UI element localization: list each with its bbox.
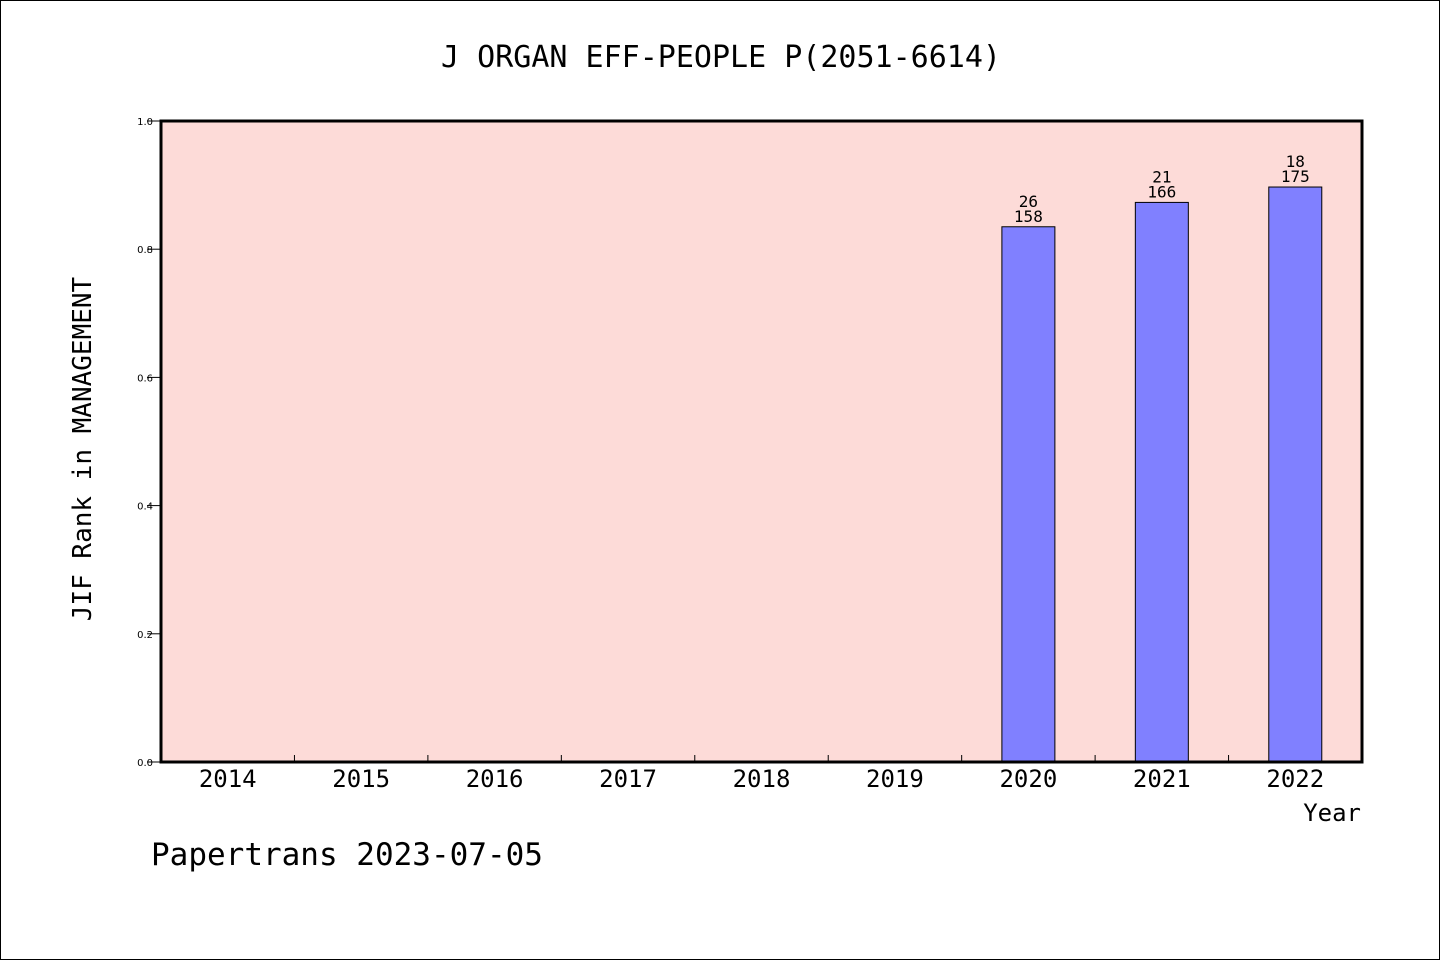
x-tick-label: 2020: [999, 765, 1057, 793]
bar-rank-label: 26: [1019, 192, 1038, 211]
y-tick-label: 0.0: [137, 758, 153, 769]
y-tick-label: 0.8: [137, 245, 153, 256]
x-axis: 2014 2015 2016 2017 2018 2019 2020 2021 2022: [199, 755, 1324, 793]
x-tick-label: 2019: [866, 765, 924, 793]
bar-rank-label: 21: [1152, 167, 1171, 186]
y-axis-label: JIF Rank in MANAGEMENT: [68, 276, 98, 621]
y-tick-label: 0.4: [137, 502, 153, 513]
bar-total-label: 175: [1281, 167, 1310, 186]
bar-rank-label: 18: [1286, 152, 1305, 171]
bar-total-label: 166: [1147, 182, 1176, 201]
bar-series: [1001, 186, 1323, 763]
chart-title: J ORGAN EFF-PEOPLE P(2051-6614): [441, 40, 1001, 75]
bar: [1268, 186, 1323, 763]
x-tick-label: 2017: [599, 765, 657, 793]
x-tick-label: 2015: [332, 765, 390, 793]
bar-total-label: 158: [1014, 207, 1043, 226]
bar: [1001, 226, 1056, 763]
x-tick-label: 2018: [733, 765, 791, 793]
footer-credit: Papertrans 2023-07-05: [151, 837, 543, 873]
x-axis-label: Year: [1303, 799, 1361, 827]
y-axis: 0.0 0.2 0.4 0.6 0.8 1.0: [137, 117, 161, 769]
y-tick-label: 0.2: [137, 630, 153, 641]
x-tick-label: 2014: [199, 765, 257, 793]
x-tick-label: 2022: [1266, 765, 1324, 793]
plot-border: [159, 119, 1364, 764]
bar: [1134, 201, 1189, 763]
y-tick-label: 1.0: [137, 117, 153, 128]
y-tick-label: 0.6: [137, 373, 153, 384]
x-tick-label: 2016: [466, 765, 524, 793]
x-tick-label: 2021: [1133, 765, 1191, 793]
